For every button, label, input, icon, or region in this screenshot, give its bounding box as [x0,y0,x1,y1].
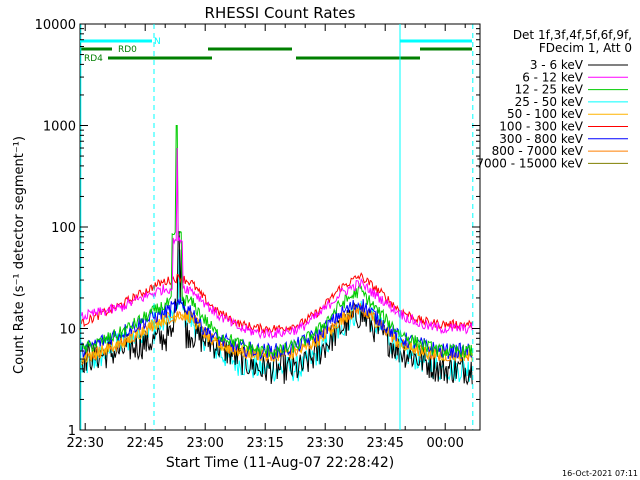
state-bar-label-0: N [154,37,161,47]
series-line-2 [80,125,473,359]
x-tick-label-6: 00:00 [426,436,463,451]
footer-timestamp: 16-Oct-2021 07:11 [562,469,638,478]
y-tick-label-0: 1 [68,424,76,439]
state-bar-label-3: RD4 [84,54,103,64]
data-layer [80,125,473,386]
y-tick-label-2: 100 [51,221,76,236]
y-tick-label-4: 10000 [35,18,76,33]
legend-header-1: Det 1f,3f,4f,5f,6f,9f, [513,28,632,42]
legend-entry-label-6: 300 - 800 keV [499,132,583,146]
legend-header-2: FDecim 1, Att 0 [539,41,632,55]
chart-title: RHESSI Count Rates [205,4,356,22]
legend-entry-label-4: 50 - 100 keV [507,107,584,121]
x-tick-label-3: 23:15 [246,436,283,451]
axis-ticks: 22:30 22:45 23:00 23:15 23:30 23:45 00:00 1 10 10… [35,18,480,451]
state-bar-label-2: RD0 [118,45,137,55]
legend-entry-label-1: 6 - 12 keV [522,70,584,84]
y-tick-label-1: 10 [59,323,76,338]
attenuator-bars: N RD0 RD4 [80,37,472,64]
legend-entry-label-0: 3 - 6 keV [530,58,584,72]
x-axis-label: Start Time (11-Aug-07 22:28:42) [166,455,394,471]
legend-entry-label-7: 800 - 7000 keV [492,144,584,158]
legend-entry-label-3: 25 - 50 keV [515,95,584,109]
legend: Det 1f,3f,4f,5f,6f,9f, FDecim 1, Att 0 3… [476,28,632,170]
y-tick-label-3: 1000 [43,120,76,135]
series-line-1 [80,147,473,340]
x-tick-label-1: 22:45 [126,436,163,451]
series-line-0 [81,231,473,386]
x-tick-label-2: 23:00 [186,436,223,451]
x-tick-label-4: 23:30 [306,436,343,451]
legend-entry-label-8: 7000 - 15000 keV [476,156,583,170]
x-tick-label-5: 23:45 [366,436,403,451]
x-tick-label-0: 22:30 [66,436,103,451]
legend-entry-label-2: 12 - 25 keV [515,83,584,97]
legend-entry-label-5: 100 - 300 keV [499,120,583,134]
y-axis-label: Count Rate (s⁻¹ detector segment⁻¹) [12,136,27,374]
